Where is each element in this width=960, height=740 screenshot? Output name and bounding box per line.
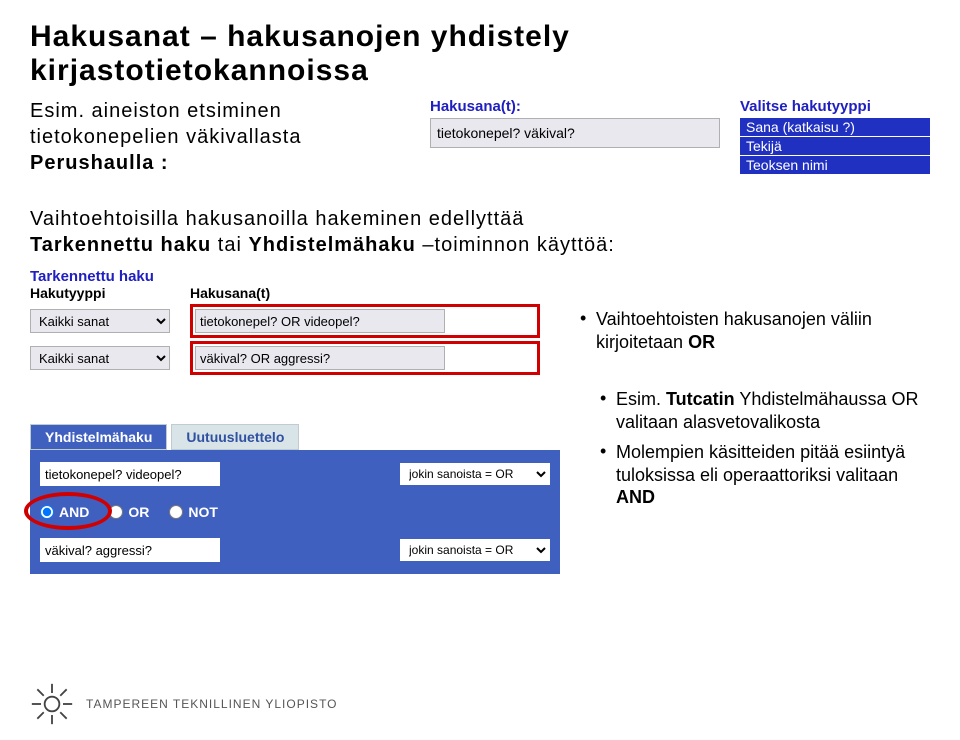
bullet-icon: •: [600, 441, 616, 462]
intro-block: Esim. aineiston etsiminen tietokonepelie…: [30, 98, 430, 176]
intro-line-3: Perushaulla :: [30, 150, 430, 176]
intro-line-2: tietokonepelien väkivallasta: [30, 124, 430, 150]
yh-select-2[interactable]: jokin sanoista = OR: [400, 539, 550, 561]
footer-text: TAMPEREEN TEKNILLINEN YLIOPISTO: [86, 697, 338, 711]
radio-not[interactable]: [169, 505, 183, 519]
hakutyyppi-select-2[interactable]: Kaikki sanat: [30, 346, 170, 370]
yh-select-1[interactable]: jokin sanoista = OR: [400, 463, 550, 485]
footer-logo: TAMPEREEN TEKNILLINEN YLIOPISTO: [30, 682, 338, 726]
operator-row: AND OR NOT: [30, 498, 560, 526]
yhdistelma-form-row-2: jokin sanoista = OR: [30, 526, 560, 574]
col-hakusana: Hakusana(t): [190, 285, 540, 301]
intro-line-1: Esim. aineiston etsiminen: [30, 98, 430, 124]
col-hakutyyppi: Hakutyyppi: [30, 285, 190, 301]
label-or: OR: [128, 504, 149, 520]
label-not: NOT: [188, 504, 218, 520]
hakusana-input[interactable]: [430, 118, 720, 148]
yh-input-2[interactable]: [40, 538, 220, 562]
valitse-label: Valitse hakutyyppi: [740, 98, 930, 115]
hakutyyppi-select-1[interactable]: Kaikki sanat: [30, 309, 170, 333]
bullet-1: Vaihtoehtoisten hakusanojen väliin kirjo…: [596, 308, 930, 353]
bullet-3: Molempien käsitteiden pitää esiintyä tul…: [616, 441, 930, 509]
page-title-1: Hakusanat – hakusanojen yhdistely: [30, 20, 930, 54]
page-title-2: kirjastotietokannoissa: [30, 54, 930, 88]
yhdistelma-form-row-1: jokin sanoista = OR: [30, 450, 560, 498]
type-option-tekija[interactable]: Tekijä: [740, 137, 930, 155]
type-option-sana[interactable]: Sana (katkaisu ?): [740, 118, 930, 136]
type-option-teoksen[interactable]: Teoksen nimi: [740, 156, 930, 174]
bullet-icon: •: [600, 388, 616, 409]
tarkennettu-label: Tarkennettu haku: [30, 268, 540, 285]
yh-input-1[interactable]: [40, 462, 220, 486]
haku-input-1[interactable]: [195, 309, 445, 333]
tab-uutuusluettelo[interactable]: Uutuusluettelo: [171, 424, 299, 450]
bullet-icon: •: [580, 308, 596, 329]
haku-input-2[interactable]: [195, 346, 445, 370]
university-logo-icon: [30, 682, 74, 726]
tab-yhdistelmahaku[interactable]: Yhdistelmähaku: [30, 424, 167, 450]
bullet-2: Esim. Tutcatin Yhdistelmähaussa OR valit…: [616, 388, 930, 433]
middle-text: Vaihtoehtoisilla hakusanoilla hakeminen …: [30, 206, 930, 258]
red-highlight-circle: [24, 492, 112, 530]
hakusana-label: Hakusana(t):: [430, 98, 730, 115]
